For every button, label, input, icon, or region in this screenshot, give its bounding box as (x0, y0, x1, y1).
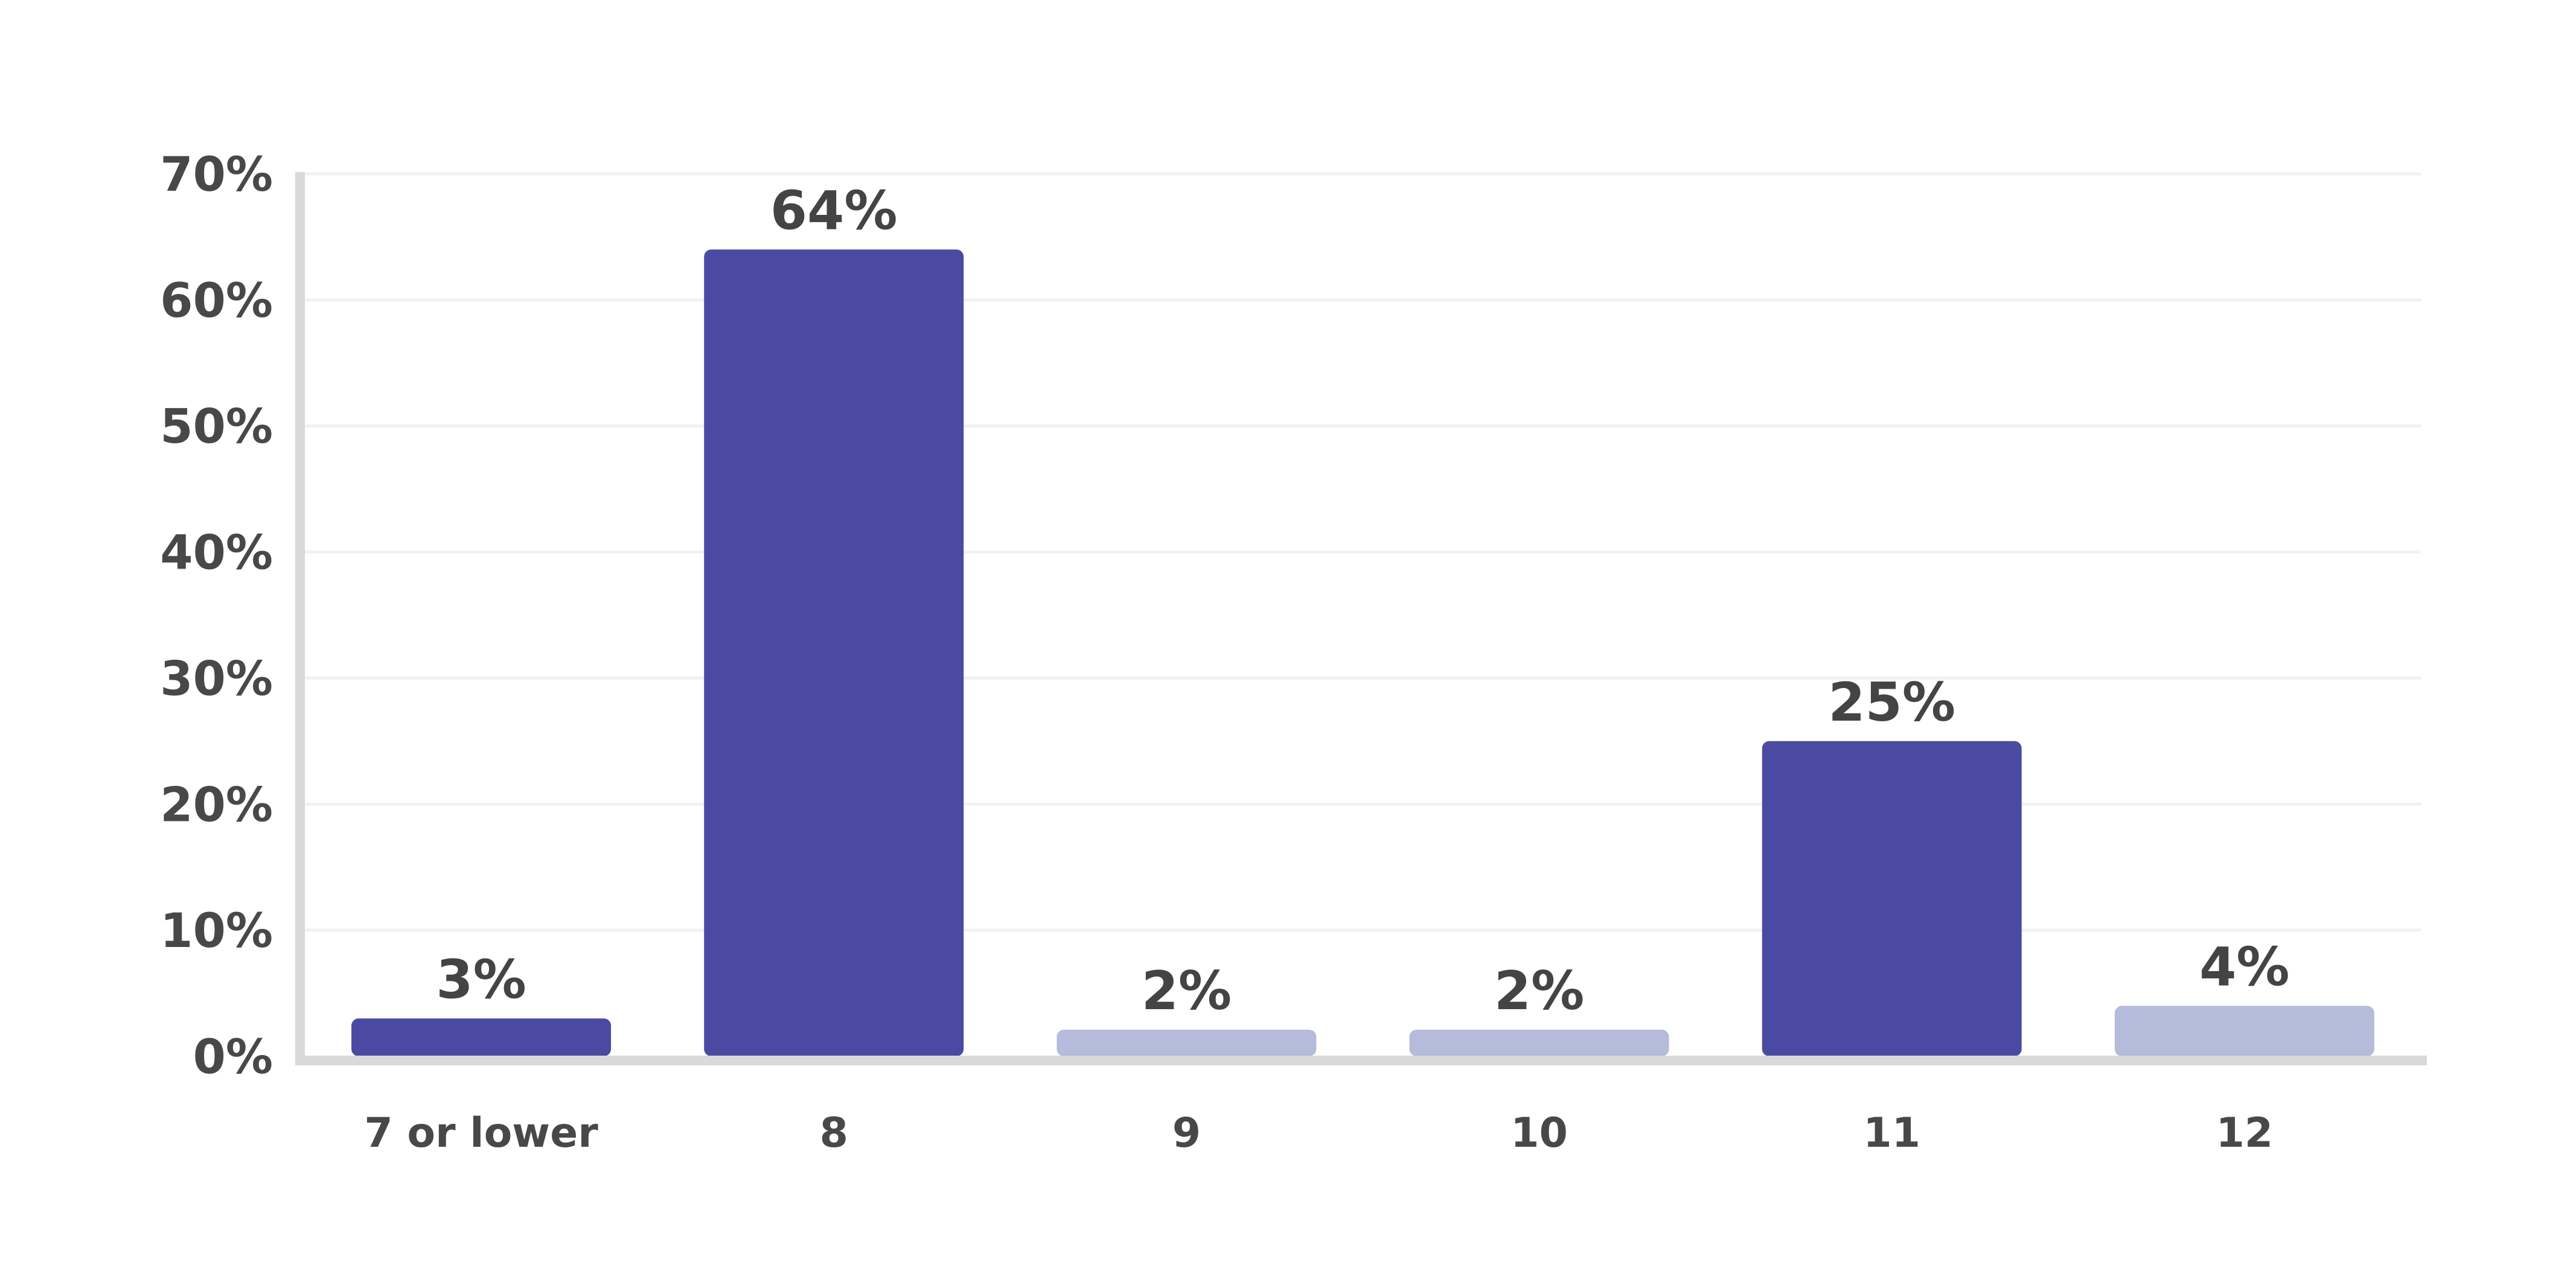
y-tick-labels: 0% 10% 20% 30% 40% 50% 60% 70% (160, 148, 273, 1085)
bar-5 (2114, 1006, 2374, 1056)
bars (351, 249, 2374, 1056)
x-tick-label: 10 (1510, 1109, 1568, 1157)
data-label-5: 4% (2199, 936, 2289, 998)
gridlines (305, 172, 2421, 932)
x-tick-labels: 7 or lower 8 9 10 11 12 (364, 1109, 2273, 1157)
bar-2 (1056, 1030, 1317, 1056)
y-tick-label: 50% (160, 400, 273, 454)
bar-0 (351, 1018, 612, 1056)
x-tick-label: 12 (2216, 1109, 2274, 1157)
axes (295, 172, 2427, 1065)
y-tick-label: 60% (160, 274, 273, 328)
y-tick-label: 40% (160, 526, 273, 581)
x-tick-label: 9 (1172, 1109, 1201, 1157)
data-labels: 3% 64% 2% 2% 25% 4% (436, 179, 2289, 1022)
x-tick-label: 7 or lower (364, 1109, 598, 1157)
y-tick-label: 20% (160, 778, 273, 832)
bar-4 (1762, 741, 2022, 1056)
bar-3 (1409, 1030, 1669, 1056)
data-label-4: 25% (1828, 671, 1955, 733)
data-label-0: 3% (436, 948, 526, 1010)
data-label-3: 2% (1494, 960, 1584, 1022)
y-tick-label: 30% (160, 652, 273, 706)
data-label-1: 64% (770, 179, 898, 241)
x-tick-label: 11 (1863, 1109, 1920, 1157)
x-tick-label: 8 (820, 1109, 848, 1157)
y-tick-label: 0% (193, 1030, 273, 1085)
bar-1 (704, 249, 964, 1056)
data-label-2: 2% (1142, 960, 1232, 1022)
y-tick-label: 10% (160, 904, 273, 958)
y-tick-label: 70% (160, 148, 273, 202)
